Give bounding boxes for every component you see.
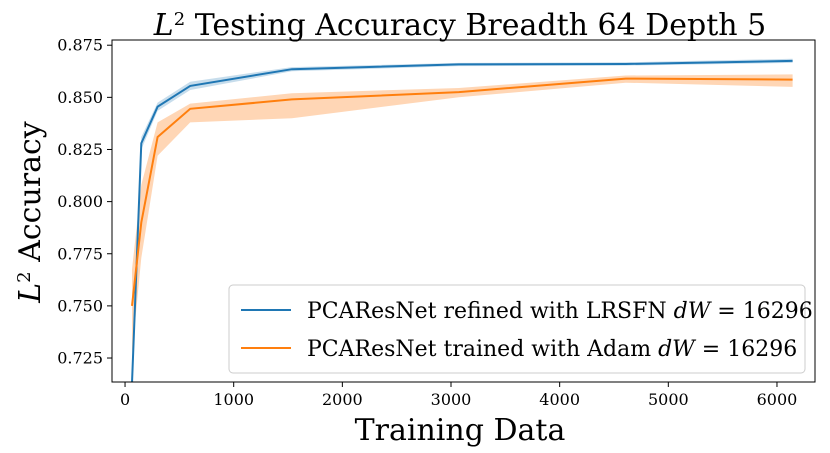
x-tick-label: 0: [120, 390, 130, 409]
x-tick-label: 1000: [213, 390, 254, 409]
chart-title: L2 Testing Accuracy Breadth 64 Depth 5: [153, 8, 766, 43]
y-tick-label: 0.800: [57, 192, 103, 211]
x-tick-label: 5000: [648, 390, 689, 409]
y-tick-label: 0.750: [57, 296, 103, 315]
y-tick-label: 0.775: [57, 244, 103, 263]
x-tick-label: 2000: [322, 390, 363, 409]
y-tick-label: 0.875: [57, 36, 103, 55]
y-tick-label: 0.850: [57, 88, 103, 107]
legend-box: [228, 284, 806, 374]
x-tick-label: 3000: [431, 390, 472, 409]
y-tick-label: 0.725: [57, 349, 103, 368]
x-axis-ticks: 0 1000 2000 3000 4000 5000 6000: [120, 382, 797, 409]
series-2-line: [131, 77, 793, 307]
x-tick-label: 6000: [757, 390, 798, 409]
y-axis-ticks: 0.725 0.750 0.775 0.800 0.825 0.850 0.875: [57, 36, 112, 368]
series-1-line: [131, 59, 793, 382]
series-lines: [131, 59, 793, 382]
x-axis-label: Training Data: [355, 413, 566, 448]
y-axis-label: L2 Accuracy: [13, 121, 48, 304]
y-tick-label: 0.825: [57, 140, 103, 159]
plot-frame: [111, 39, 816, 383]
legend-entry-2: PCAResNet trained with Adam dW = 16296: [307, 337, 797, 362]
legend: PCAResNet refined with LRSFN dW = 16296 P…: [228, 284, 813, 374]
x-tick-label: 4000: [539, 390, 580, 409]
legend-entry-1: PCAResNet refined with LRSFN dW = 16296: [307, 299, 813, 324]
